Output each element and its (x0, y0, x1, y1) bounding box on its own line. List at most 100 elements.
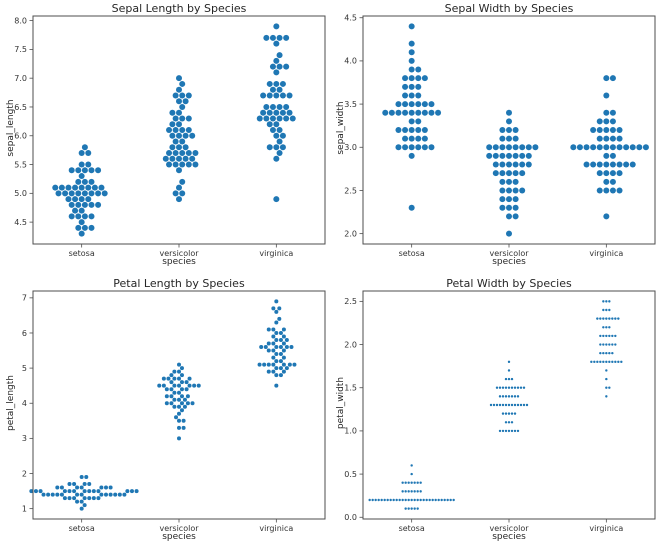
data-point (33, 489, 38, 494)
data-point (279, 132, 286, 139)
data-point (590, 127, 597, 133)
data-point (68, 167, 75, 174)
data-point (512, 204, 519, 211)
data-point (81, 190, 88, 197)
data-point (169, 401, 174, 406)
data-point (614, 317, 617, 320)
data-point (79, 506, 84, 511)
data-point (512, 144, 519, 151)
data-point (169, 144, 176, 151)
data-point (599, 317, 602, 320)
data-point (81, 167, 88, 174)
data-point (179, 127, 186, 133)
data-point (274, 345, 279, 350)
data-point (408, 92, 415, 99)
x-axis-label: species (162, 257, 196, 267)
data-point (78, 161, 85, 168)
data-point (507, 360, 511, 364)
data-point (415, 83, 422, 90)
data-point (404, 498, 407, 502)
data-point (185, 115, 192, 122)
data-point (177, 404, 181, 409)
data-point (108, 485, 113, 490)
data-point (179, 380, 184, 385)
data-point (408, 101, 415, 108)
x-tick-label: setosa (399, 249, 425, 258)
plot-frame (32, 290, 326, 520)
data-point (78, 196, 85, 203)
data-point (507, 429, 511, 433)
data-point (489, 403, 493, 407)
data-point (273, 132, 280, 139)
subplot-title: Sepal Length by Species (111, 2, 247, 15)
data-point (72, 496, 77, 501)
data-point (422, 498, 425, 502)
data-point (383, 498, 386, 502)
data-point (75, 190, 82, 197)
y-tick-label: 4.5 (14, 218, 27, 227)
data-point (611, 334, 614, 338)
data-point (72, 489, 77, 494)
data-point (611, 351, 614, 355)
data-point (125, 489, 130, 494)
data-point (602, 351, 605, 355)
data-point (263, 34, 270, 41)
data-point (182, 155, 189, 162)
y-tick-label: 6 (22, 329, 27, 338)
swarm-plot-canvas: 1 2 3 4 5 6 7 setosa versicolor virginica (22, 290, 326, 533)
data-point (415, 92, 422, 99)
data-point (513, 403, 517, 407)
data-point (117, 492, 122, 497)
data-point (78, 230, 85, 237)
x-tick-label: setosa (69, 524, 95, 533)
data-point (273, 144, 280, 151)
data-point (182, 397, 187, 402)
data-point (273, 155, 280, 162)
data-point (602, 326, 605, 329)
data-point (281, 362, 286, 367)
data-point (129, 489, 134, 494)
data-point (172, 190, 179, 197)
data-point (510, 395, 514, 398)
data-point (570, 144, 577, 151)
data-point (179, 373, 184, 378)
data-point (522, 403, 526, 407)
data-point (642, 144, 649, 151)
data-point (169, 121, 176, 128)
data-point (380, 498, 383, 502)
data-point (177, 390, 181, 395)
data-point (176, 167, 182, 174)
data-point (499, 135, 506, 142)
data-point (590, 144, 597, 151)
data-point (506, 170, 512, 177)
data-point (603, 213, 610, 220)
data-point (185, 401, 190, 406)
data-point (401, 498, 404, 502)
data-point (283, 63, 290, 70)
data-point (271, 369, 276, 374)
data-point (408, 118, 415, 125)
data-point (507, 421, 511, 424)
data-point (512, 187, 519, 194)
data-point (402, 92, 409, 99)
data-point (176, 132, 182, 139)
data-point (162, 155, 169, 162)
plot-frame (362, 15, 656, 245)
data-point (172, 115, 179, 122)
data-point (516, 403, 520, 407)
data-point (85, 196, 92, 203)
data-point (278, 330, 283, 335)
data-point (75, 167, 82, 174)
subplot-title: Sepal Width by Species (444, 2, 574, 15)
data-point (82, 489, 87, 494)
data-point (605, 300, 608, 303)
data-point (408, 66, 415, 73)
data-point (99, 492, 104, 497)
data-point (75, 224, 82, 231)
data-point (498, 386, 502, 389)
data-point (78, 207, 85, 214)
data-point (603, 127, 610, 133)
data-point (408, 127, 415, 133)
data-point (187, 376, 192, 381)
data-point (401, 481, 404, 484)
